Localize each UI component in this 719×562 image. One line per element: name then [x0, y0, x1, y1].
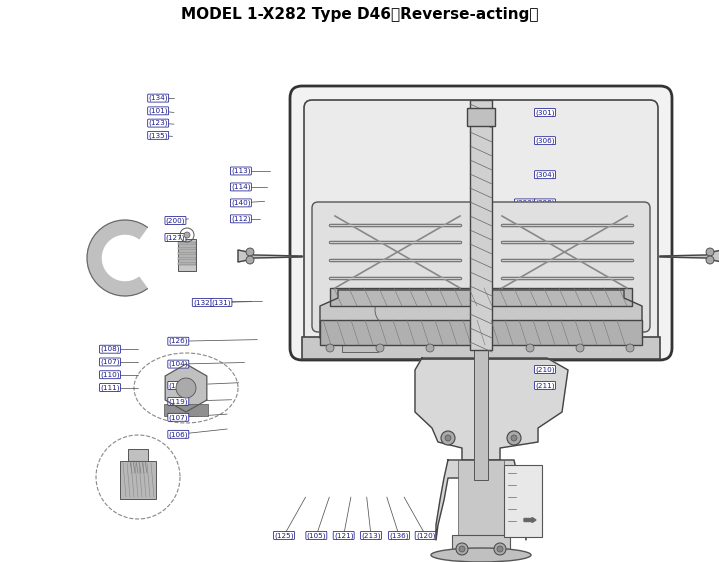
Bar [320, 320, 642, 345]
Text: (213): (213) [361, 532, 381, 538]
Text: (200): (200) [165, 217, 186, 224]
Polygon shape [415, 358, 568, 460]
Circle shape [246, 256, 254, 264]
Text: (123): (123) [148, 120, 168, 126]
Text: (114): (114) [231, 184, 251, 190]
Text: (101): (101) [148, 107, 168, 114]
Text: (303): (303) [515, 200, 535, 206]
Text: (104): (104) [168, 361, 188, 368]
Circle shape [476, 344, 484, 352]
Text: (127): (127) [165, 234, 186, 241]
Text: (134): (134) [148, 95, 168, 101]
Text: (125): (125) [274, 532, 294, 538]
Circle shape [459, 546, 465, 552]
Bar [178, 247, 196, 250]
Polygon shape [87, 220, 147, 296]
Circle shape [376, 344, 384, 352]
Circle shape [511, 435, 517, 441]
Text: (211): (211) [535, 382, 555, 389]
Circle shape [706, 248, 714, 256]
Text: (140): (140) [231, 200, 251, 206]
Text: (300): (300) [535, 270, 555, 277]
Text: (106): (106) [168, 431, 188, 438]
Polygon shape [320, 290, 642, 338]
Text: (110): (110) [100, 371, 120, 378]
Circle shape [526, 344, 534, 352]
Circle shape [706, 256, 714, 264]
FancyArrow shape [524, 518, 536, 523]
FancyBboxPatch shape [290, 86, 672, 360]
Circle shape [576, 344, 584, 352]
Text: (308): (308) [535, 200, 555, 206]
Text: (126): (126) [168, 338, 188, 345]
Bar [178, 257, 196, 260]
Text: (107): (107) [168, 414, 188, 420]
Text: (118): (118) [168, 382, 188, 389]
Ellipse shape [431, 548, 531, 562]
Circle shape [494, 543, 506, 555]
Bar [164, 404, 208, 416]
Polygon shape [165, 364, 207, 412]
Bar [504, 465, 542, 537]
Circle shape [426, 344, 434, 352]
Circle shape [497, 546, 503, 552]
Bar [467, 108, 495, 126]
Polygon shape [238, 250, 302, 262]
Text: (131): (131) [211, 299, 232, 306]
Bar [178, 239, 196, 271]
Text: (113): (113) [231, 167, 251, 174]
Bar [178, 262, 196, 265]
Polygon shape [436, 460, 526, 540]
Polygon shape [375, 300, 401, 328]
Text: (119): (119) [168, 398, 188, 405]
Bar [178, 242, 196, 245]
Circle shape [456, 543, 468, 555]
Text: (108): (108) [100, 346, 120, 352]
Bar [342, 340, 378, 352]
Circle shape [445, 435, 451, 441]
Bar [302, 337, 660, 359]
Text: (132): (132) [193, 299, 213, 306]
Text: (111): (111) [100, 384, 120, 391]
Bar [458, 460, 504, 535]
Text: (107): (107) [100, 359, 120, 365]
FancyBboxPatch shape [304, 100, 658, 346]
Text: (120): (120) [416, 532, 436, 538]
Circle shape [441, 431, 455, 445]
Bar [452, 535, 510, 549]
Text: (302): (302) [535, 230, 555, 237]
Circle shape [176, 378, 196, 398]
Text: (304): (304) [535, 171, 555, 178]
Bar [474, 350, 488, 480]
Text: (210): (210) [535, 366, 555, 373]
Bar [178, 252, 196, 255]
Text: (105): (105) [306, 532, 326, 538]
Polygon shape [660, 250, 719, 262]
Text: (121): (121) [334, 532, 354, 538]
Text: MODEL 1-X282 Type D46（Reverse-acting）: MODEL 1-X282 Type D46（Reverse-acting） [180, 7, 539, 22]
Text: (136): (136) [389, 532, 409, 538]
Circle shape [246, 248, 254, 256]
Text: (115): (115) [535, 337, 555, 343]
Bar [348, 300, 372, 355]
FancyBboxPatch shape [312, 202, 650, 332]
Text: (301): (301) [535, 109, 555, 116]
Circle shape [326, 344, 334, 352]
Bar [470, 100, 492, 350]
Bar [120, 461, 156, 499]
Text: (306): (306) [535, 137, 555, 144]
Bar [330, 288, 632, 306]
Bar [128, 449, 148, 461]
Circle shape [184, 232, 190, 238]
Circle shape [507, 431, 521, 445]
Circle shape [626, 344, 634, 352]
Text: (128): (128) [535, 307, 555, 314]
Text: (135): (135) [148, 132, 168, 139]
Text: (112): (112) [231, 216, 251, 222]
